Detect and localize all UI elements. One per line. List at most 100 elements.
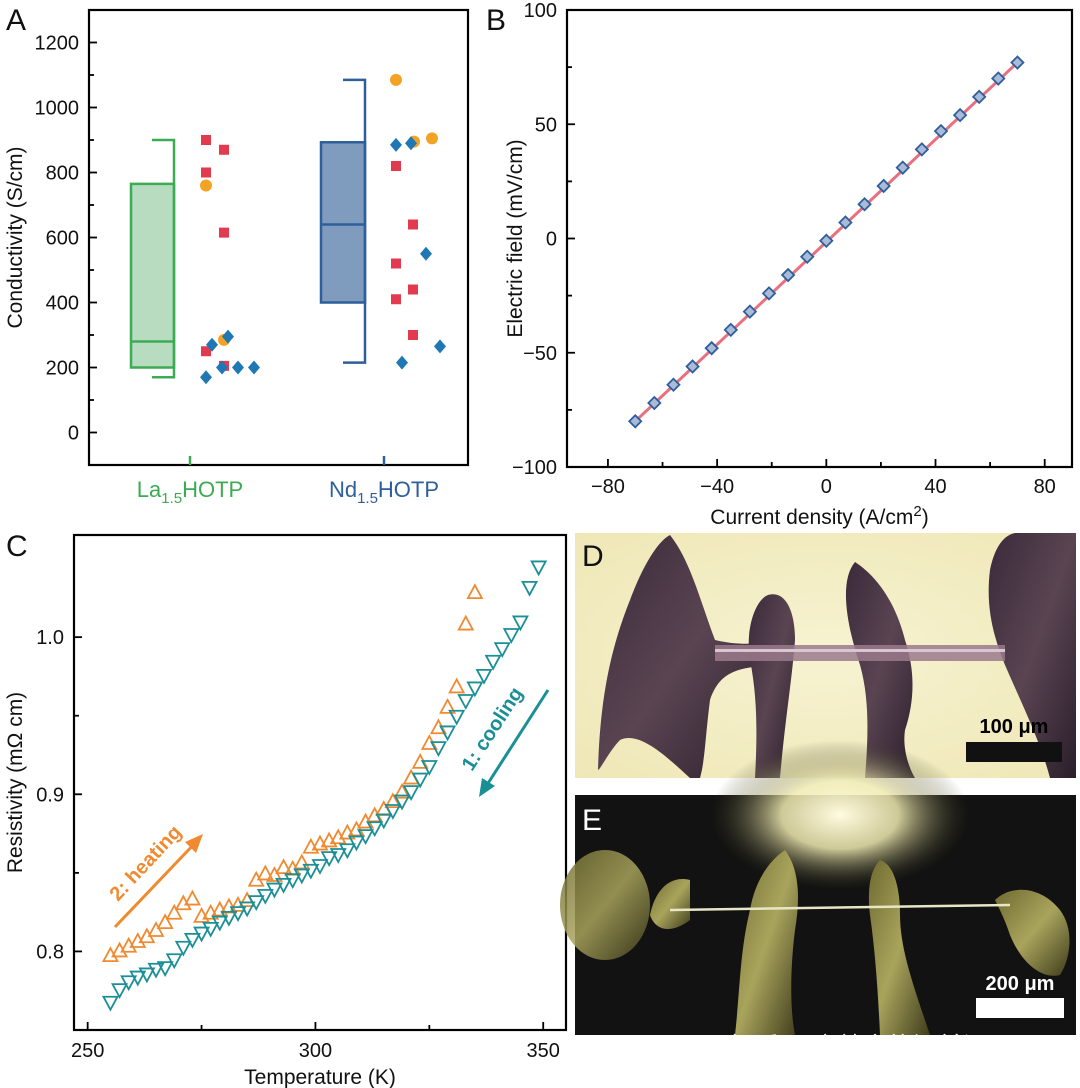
panel-label-e: E [582,804,602,837]
x-tick-label: 40 [924,476,946,498]
data-diamond [248,360,260,375]
panel-label-b: B [486,4,506,37]
data-diamond [200,370,212,385]
heating-point [457,614,475,631]
box-iqr [129,182,176,369]
box-whisker [343,78,367,364]
panel-label-c: C [6,530,28,563]
y-tick-label: 0.9 [36,784,64,806]
cooling-point [211,915,229,932]
cooling-point [366,821,384,838]
y-tick-label: 100 [524,0,557,22]
panel-label-d: D [582,540,604,573]
cooling-point [183,932,201,949]
group-nd: Nd1.5HOTP [319,73,446,507]
cooling-point [174,940,192,957]
cooling-point [111,983,129,1000]
data-diamond [390,137,402,152]
data-point [857,196,872,212]
x-tick-label: −40 [700,476,734,498]
data-point [685,359,700,374]
scale-bar-label-d: 100 μm [980,716,1049,738]
heating-point [147,921,165,937]
data-circle [390,73,402,86]
cooling-point [229,906,247,923]
data-point [627,414,643,429]
data-point [876,178,891,194]
cooling-point [147,962,165,979]
x-tick-label: 0 [821,476,832,498]
cooling-point [466,681,484,698]
y-axis-label: Conductivity (S/cm) [4,146,27,328]
cooling-point [384,804,402,820]
data-point [971,89,987,105]
data-diamond [405,136,417,151]
x-axis-label: Current density (A/cm2) [710,503,928,529]
data-point [952,107,968,123]
data-square [391,258,401,269]
cooling-point [375,813,393,830]
y-tick-label: 0 [546,229,557,251]
data-diamond [206,337,218,352]
y-tick-label: 400 [46,293,79,315]
cooling-point [484,654,502,671]
x-tick-label: −80 [591,476,625,498]
cooling-point [411,772,429,789]
y-tick-label: 200 [46,358,79,380]
x-category-label: Nd1.5HOTP [329,477,439,507]
y-tick-label: −50 [523,343,557,365]
heating-annotation: 2: heating [106,821,203,929]
cooling-point [347,835,365,852]
heating-point [439,697,457,714]
data-point [1010,55,1025,70]
cooling-point [502,628,520,644]
cooling-point [120,975,138,992]
data-square [201,346,211,357]
y-tick-label: 0.8 [36,941,64,963]
heating-point [256,864,274,881]
chart-c-resistivity: 250 300 350 0.8 0.9 1.0 Temperature (K) Resisti… [4,533,568,1088]
heating-point [293,853,311,870]
heating-point [393,782,411,799]
y-axis-label: Resistivity (mΩ cm) [4,692,27,873]
cooling-point [357,829,375,846]
cooling-point [311,859,329,875]
data-point [933,123,949,139]
data-point [780,267,796,283]
cooling-point [238,901,256,918]
cooling-point [429,741,447,758]
heating-point [347,820,365,837]
y-axis-label: Electric field (mV/cm) [504,139,527,337]
cooling-point [275,877,293,894]
cooling-point [302,863,320,880]
cooling-arrowhead [479,778,495,797]
cooling-point [329,848,347,864]
data-point [838,215,853,230]
cooling-point [320,851,338,868]
heating-point [384,792,402,809]
heating-point [448,677,466,694]
cooling-point [202,921,220,938]
cooling-label: 1: cooling [458,684,528,775]
cooling-point [393,794,411,811]
y-tick-label: 600 [46,228,79,250]
x-tick-label: 350 [527,1040,560,1062]
x-tick-label: 300 [299,1040,332,1062]
axes-frame [72,533,568,1032]
y-tick-label: 800 [46,163,79,185]
y-tick-label: −100 [512,457,557,479]
cooling-point [475,668,493,685]
data-square [219,144,229,155]
data-circle [426,132,438,145]
y-tick-label: 1200 [35,33,80,55]
cooling-point [439,725,457,742]
cooling-point [165,953,183,970]
data-square [201,167,211,178]
cooling-point [521,580,539,597]
box-iqr [319,141,367,304]
cooling-point [284,873,302,890]
cooling-point [220,910,238,927]
micrograph-e: 200 μm E [560,740,1076,1035]
data-point [761,286,777,301]
x-tick-label: 250 [71,1040,104,1062]
